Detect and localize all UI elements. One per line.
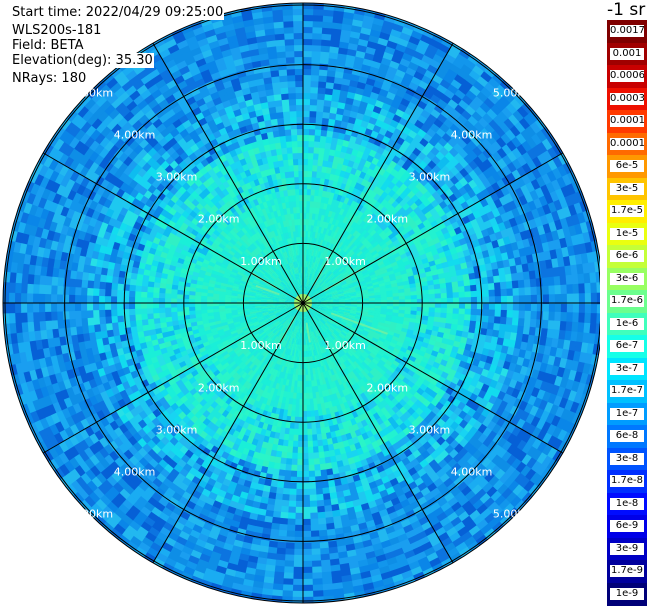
azimuth-spoke xyxy=(42,302,304,454)
colorbar-tick-label: 0.0003 xyxy=(610,92,644,105)
colorbar-tick-label: 6e-5 xyxy=(610,160,644,173)
colorbar-tick-label: 0.0006 xyxy=(610,70,644,83)
colorbar-tick-label: 6e-6 xyxy=(610,250,644,263)
elevation-label: Elevation(deg): 35.30 xyxy=(11,53,154,68)
range-ring-label: 2.00km xyxy=(198,381,240,394)
range-ring-label: 5.00km xyxy=(72,86,114,99)
range-ring-label: 4.00km xyxy=(114,466,156,479)
colorbar-unit-label: -1 sr xyxy=(607,0,646,20)
start-time-label: Start time: 2022/04/29 09:25:00 xyxy=(11,5,225,20)
range-ring-label: 3.00km xyxy=(409,423,451,436)
range-ring-label: 1.00km xyxy=(240,339,282,352)
azimuth-spoke xyxy=(302,152,564,304)
range-ring-label: 5.00km xyxy=(493,508,535,521)
azimuth-spoke xyxy=(302,42,454,304)
field-label: Field: BETA xyxy=(11,38,85,53)
range-ring-label: 5.00km xyxy=(493,86,535,99)
colorbar-tick-label: 3e-9 xyxy=(610,542,644,555)
range-ring-label: 2.00km xyxy=(367,213,409,226)
range-ring-label: 1.00km xyxy=(324,255,366,268)
colorbar-tick-label: 0.0001 xyxy=(610,137,644,150)
nrays-label: NRays: 180 xyxy=(11,71,88,86)
range-ring-label: 2.00km xyxy=(198,213,240,226)
colorbar-tick-label: 1e-5 xyxy=(610,227,644,240)
colorbar-tick-label: 3e-6 xyxy=(610,272,644,285)
range-ring-label: 2.00km xyxy=(367,381,409,394)
colorbar-tick-label: 3e-8 xyxy=(610,452,644,465)
colorbar-tick-label: 0.00017 xyxy=(610,115,644,128)
colorbar-tick-label: 1e-8 xyxy=(610,497,644,510)
colorbar-tick-label: 1.7e-8 xyxy=(610,475,644,488)
azimuth-spoke xyxy=(302,302,564,454)
colorbar-tick-label: 3e-7 xyxy=(610,362,644,375)
radar-ppi-plot: 1.00km 1.00km 1.00km 1.00km 2.00km 2.00km 2.00… xyxy=(2,2,600,604)
radar-data-cells xyxy=(3,3,600,603)
colorbar-tick-label: 1e-9 xyxy=(610,587,644,600)
colorbar-tick-label: 6e-7 xyxy=(610,340,644,353)
colorbar-tick-label: 1e-7 xyxy=(610,407,644,420)
site-label: WLS200s-181 xyxy=(11,23,103,38)
range-ring-label: 3.00km xyxy=(156,423,198,436)
azimuth-spoke xyxy=(152,42,304,304)
colorbar-tick-label: 1.7e-6 xyxy=(610,295,644,308)
colorbar-tick-label: 1.7e-5 xyxy=(610,205,644,218)
colorbar-tick-label: 6e-8 xyxy=(610,430,644,443)
colorbar-tick-label: 0.001 xyxy=(610,47,644,60)
range-ring-label: 4.00km xyxy=(451,129,493,142)
colorbar-tick-label: 6e-9 xyxy=(610,520,644,533)
range-ring-label: 3.00km xyxy=(156,171,198,184)
colorbar-tick-label: 1.7e-7 xyxy=(610,385,644,398)
colorbar-tick-label: 1.7e-9 xyxy=(610,565,644,578)
azimuth-spoke xyxy=(42,152,304,304)
range-grid xyxy=(2,2,600,604)
colorbar xyxy=(607,20,647,606)
colorbar-tick-label: 1e-6 xyxy=(610,317,644,330)
range-ring-label: 1.00km xyxy=(240,255,282,268)
range-ring-label: 4.00km xyxy=(114,129,156,142)
range-ring-labels: 1.00km 1.00km 1.00km 1.00km 2.00km 2.00km 2.00… xyxy=(72,86,535,520)
range-ring-label: 5.00km xyxy=(72,508,114,521)
range-ring-label: 1.00km xyxy=(324,339,366,352)
colorbar-tick-label: 3e-5 xyxy=(610,182,644,195)
colorbar-tick-label: 0.0017 xyxy=(610,25,644,38)
azimuth-spoke xyxy=(152,302,304,564)
azimuth-spoke xyxy=(302,302,454,564)
range-ring-label: 3.00km xyxy=(409,171,451,184)
range-ring-label: 4.00km xyxy=(451,466,493,479)
